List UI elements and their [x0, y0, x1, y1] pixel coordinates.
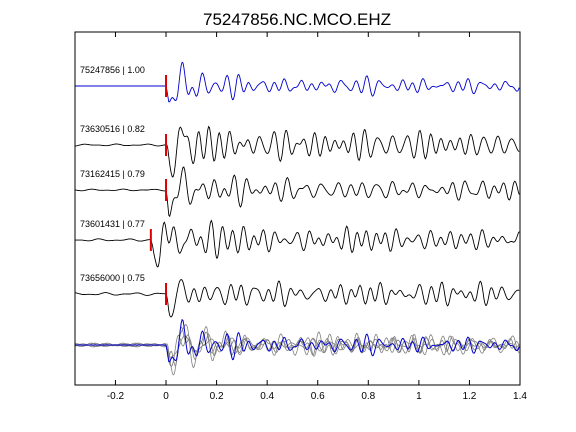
stack-reference-trace: [75, 318, 520, 363]
x-tick-label: 1: [416, 391, 422, 402]
x-tick-label: 0.2: [210, 391, 224, 402]
plot-area-frame: [74, 31, 521, 386]
chart-title: 75247856.NC.MCO.EHZ: [203, 10, 391, 29]
trace-label: 75247856 | 1.00: [80, 65, 145, 75]
stack-trace: [74, 324, 520, 376]
x-tick-label: 0.4: [260, 391, 274, 402]
x-tick-label: 0.6: [311, 391, 325, 402]
trace-label: 73656000 | 0.75: [80, 273, 145, 283]
x-tick-label: 0: [163, 391, 169, 402]
trace-waveform: [74, 278, 520, 318]
trace-waveform: [74, 125, 520, 178]
x-tick-label: 1.2: [462, 391, 476, 402]
trace-label: 73630516 | 0.82: [80, 124, 145, 134]
x-axis: -0.2 0 0.2 0.4 0.6 0.8 1 1.2 1.4: [107, 32, 527, 402]
trace-waveform: [74, 166, 520, 218]
trace-labels: 75247856 | 1.00 73630516 | 0.82 73162415 |…: [80, 65, 145, 283]
x-tick-label: -0.2: [107, 391, 125, 402]
trace-label: 73162415 | 0.79: [80, 169, 145, 179]
x-tick-label: 0.8: [361, 391, 375, 402]
trace-waveform: [75, 61, 520, 103]
trace-waveform: [75, 219, 520, 268]
x-tick-label: 1.4: [513, 391, 527, 402]
trace-label: 73601431 | 0.77: [80, 219, 145, 229]
traces-layer: [74, 61, 520, 376]
